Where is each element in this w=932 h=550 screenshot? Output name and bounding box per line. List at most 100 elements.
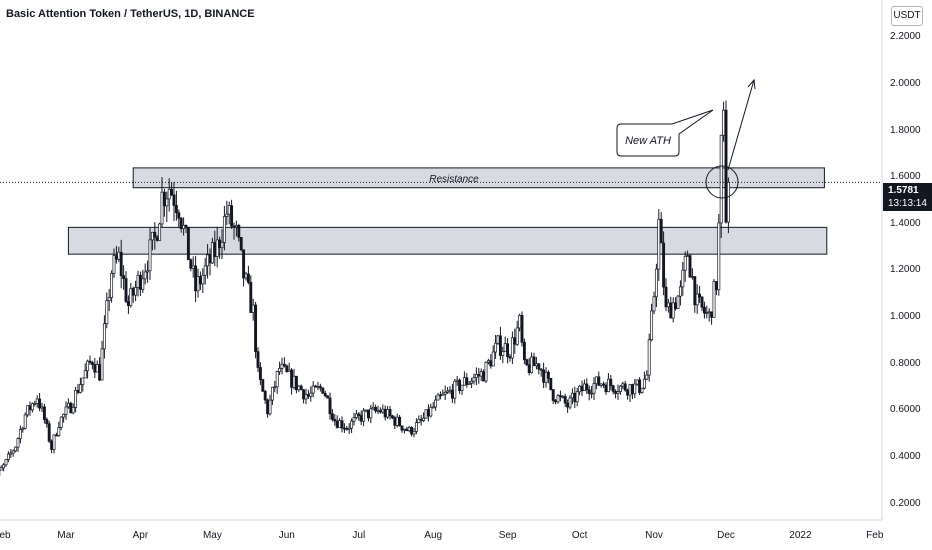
candle-body xyxy=(590,392,594,395)
ath-callout-box[interactable] xyxy=(616,109,714,157)
candle-body xyxy=(251,304,255,313)
candle-body xyxy=(352,417,356,422)
candle-body xyxy=(124,278,128,302)
highlight-circle[interactable] xyxy=(705,165,739,199)
candle-body xyxy=(285,365,289,372)
candle-body xyxy=(424,409,428,419)
candle-body xyxy=(633,383,637,395)
candle-body xyxy=(102,323,106,350)
candle-body xyxy=(174,205,178,214)
candle-body xyxy=(83,370,87,379)
candle-body xyxy=(503,343,507,352)
candle-body xyxy=(201,274,205,285)
candle-body xyxy=(256,351,260,368)
support-zone[interactable] xyxy=(67,226,828,255)
candle-body xyxy=(501,351,505,356)
candle-body xyxy=(222,216,226,243)
candle-body xyxy=(544,371,548,383)
candle-body xyxy=(318,386,322,389)
candle-body xyxy=(210,242,214,264)
candle-body xyxy=(316,386,320,388)
candle-body xyxy=(350,420,354,429)
candle-body xyxy=(714,281,718,291)
candle-body xyxy=(580,385,584,392)
candle-body xyxy=(93,364,97,373)
candle-body xyxy=(686,255,690,257)
candle-body xyxy=(369,408,373,419)
candle-body xyxy=(623,383,627,391)
candle-body xyxy=(167,189,171,200)
candle-body xyxy=(405,428,409,432)
candle-body xyxy=(652,296,656,312)
candle-body xyxy=(227,205,231,215)
currency-button[interactable]: USDT xyxy=(891,6,923,26)
candle-body xyxy=(186,226,190,261)
candle-body xyxy=(237,225,241,238)
candle-body xyxy=(621,383,625,387)
candle-body xyxy=(604,384,608,393)
candle-body xyxy=(170,189,174,196)
candle-body xyxy=(126,301,130,306)
candle-body xyxy=(52,434,56,450)
candle-body xyxy=(345,428,349,430)
candle-body xyxy=(203,265,207,276)
candle-body xyxy=(477,374,481,377)
candle-body xyxy=(443,391,447,395)
candle-body xyxy=(280,363,284,369)
candle-body xyxy=(26,405,30,416)
candle-body xyxy=(628,384,632,396)
candle-body xyxy=(309,392,313,397)
candle-body xyxy=(374,407,378,412)
candle-body xyxy=(136,274,140,288)
candle-body xyxy=(230,205,234,227)
candle-body xyxy=(304,394,308,400)
candle-body xyxy=(542,369,546,383)
price-tick-label: 1.6000 xyxy=(890,171,921,183)
candle-body xyxy=(630,384,634,395)
candle-body xyxy=(525,359,529,366)
candle-body xyxy=(693,276,697,306)
candle-body xyxy=(549,377,553,390)
candle-body xyxy=(117,251,121,260)
candle-body xyxy=(273,386,277,389)
candle-body xyxy=(270,386,274,401)
price-tick-label: 0.6000 xyxy=(890,404,921,416)
candle-body xyxy=(388,409,392,417)
price-tick-label: 1.2000 xyxy=(890,264,921,276)
candle-body xyxy=(357,413,361,416)
candle-body xyxy=(498,335,502,356)
candle-body xyxy=(398,416,402,427)
candle-body xyxy=(57,427,61,437)
candle-body xyxy=(234,225,238,228)
candle-body xyxy=(465,377,469,385)
candle-body xyxy=(11,450,15,454)
candle-body xyxy=(376,410,380,412)
candle-body xyxy=(18,429,22,439)
candle-body xyxy=(683,255,687,271)
candle-body xyxy=(2,464,6,469)
candle-body xyxy=(66,402,70,408)
candle-body xyxy=(160,191,164,225)
candle-body xyxy=(354,413,358,418)
time-tick-label: Oct xyxy=(571,530,588,541)
candle-body xyxy=(268,399,272,415)
candle-body xyxy=(539,368,543,371)
candle-body xyxy=(537,363,541,370)
candle-body xyxy=(558,395,562,398)
candle-body xyxy=(0,467,3,471)
candle-body xyxy=(412,430,416,435)
candle-body xyxy=(129,288,133,306)
candle-body xyxy=(335,420,339,428)
candle-body xyxy=(402,428,406,431)
candle-body xyxy=(366,409,370,419)
candle-body xyxy=(690,276,694,278)
candle-body xyxy=(570,392,574,399)
candle-body xyxy=(23,414,27,429)
price-tick-label: 0.4000 xyxy=(890,451,921,463)
candle-body xyxy=(522,341,526,360)
time-tick-label: Jun xyxy=(278,530,295,541)
candle-body xyxy=(486,360,490,363)
candle-body xyxy=(702,306,706,314)
